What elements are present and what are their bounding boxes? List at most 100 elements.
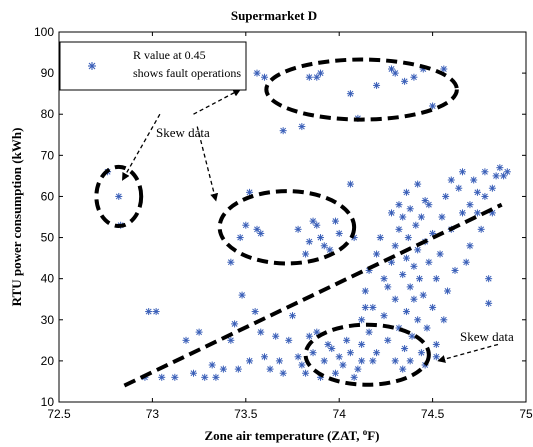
annotation-overlays [94,57,503,388]
scatter-point [380,312,388,320]
scatter-point [447,176,455,184]
y-tick-label: 50 [41,231,55,245]
scatter-point [423,324,431,332]
scatter-point [410,262,418,270]
scatter-point [251,308,259,316]
scatter-point [406,283,414,291]
chart-title: Supermarket D [231,8,317,23]
scatter-point [440,316,448,324]
legend-marker [88,62,96,70]
y-tick-label: 70 [41,148,55,162]
scatter-point [302,250,310,258]
scatter-point [432,340,440,348]
scatter-point [414,180,422,188]
scatter-point [317,69,325,77]
annotation-arrow [196,126,219,202]
scatter-point [458,168,466,176]
scatter-point [152,308,160,316]
trend-line [123,202,503,388]
scatter-point [350,373,358,381]
scatter-point [373,250,381,258]
scatter-point [384,283,392,291]
scatter-point [242,221,250,229]
scatter-point [260,353,268,361]
scatter-point [294,225,302,233]
scatter-point [462,258,470,266]
scatter-point [227,258,235,266]
scatter-point [477,225,485,233]
scatter-point [305,73,313,81]
skew-region-ellipse [303,322,431,387]
skew-region-ellipse [217,189,357,266]
annotation-arrow [437,343,499,363]
legend-line-1: R value at 0.45 [133,48,206,62]
scatter-point [257,328,265,336]
annotation-skew-data-left: Skew data [156,125,210,140]
scatter-point [253,69,261,77]
x-tick-label: 73 [146,407,160,421]
scatter-point [346,349,354,357]
y-tick-label: 100 [34,25,54,39]
scatter-point [455,184,463,192]
scatter-point [309,349,317,357]
scatter-point [391,357,399,365]
scatter-point [473,188,481,196]
scatter-point [358,316,366,324]
scatter-point [395,201,403,209]
scatter-point [212,373,220,381]
x-axis-label: Zone air temperature (ZAT, oF) [204,427,379,443]
scatter-point [369,357,377,365]
scatter-point [257,229,265,237]
scatter-point [473,209,481,217]
scatter-point [500,172,508,180]
scatter-point [275,357,283,365]
scatter-point [470,176,478,184]
x-tick-label: 75 [519,407,533,421]
scatter-point [326,246,334,254]
scatter-point [399,213,407,221]
scatter-point [432,275,440,283]
skew-region-ellipse [264,57,459,122]
scatter-point [182,336,190,344]
x-tick-label: 73.5 [234,407,258,421]
scatter-point [171,373,179,381]
scatter-point [365,328,373,336]
scatter-point [417,349,425,357]
scatter-point [298,123,306,131]
scatter-point [404,234,412,242]
scatter-point [410,295,418,303]
x-tick-label: 74.5 [421,407,445,421]
x-tick-label: 72.5 [47,407,71,421]
y-axis-label: RTU power consumption (kWh) [9,128,24,307]
scatter-point [358,357,366,365]
scatter-points [104,65,511,381]
scatter-point [402,308,410,316]
scatter-point [346,180,354,188]
scatter-point [320,357,328,365]
scatter-point [115,192,123,200]
scatter-point [376,234,384,242]
scatter-point [260,73,268,81]
scatter-point [331,217,339,225]
scatter-point [369,303,377,311]
y-tick-label: 60 [41,189,55,203]
scatter-point [354,365,362,373]
scatter-point [317,234,325,242]
scatter-point [419,291,427,299]
scatter-point [485,275,493,283]
scatter-point [399,271,407,279]
scatter-point [425,258,433,266]
scatter-point [485,299,493,307]
scatter-point [189,369,197,377]
scatter-point [305,332,313,340]
scatter-point [305,238,313,246]
scatter-point [208,361,216,369]
scatter-point [266,365,274,373]
scatter-point [246,357,254,365]
y-tick-label: 10 [41,395,55,409]
y-tick-label: 80 [41,107,55,121]
scatter-point [361,287,369,295]
scatter-point [335,353,343,361]
scatter-point [331,369,339,377]
scatter-point [320,242,328,250]
